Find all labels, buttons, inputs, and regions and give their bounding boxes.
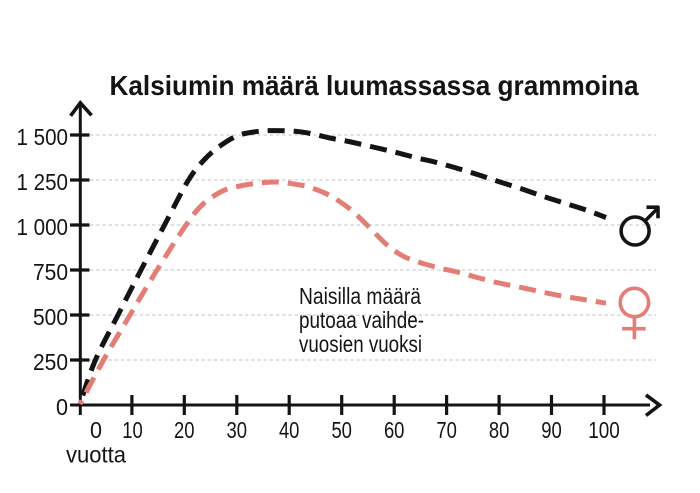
svg-text:20: 20 xyxy=(174,417,195,443)
svg-text:750: 750 xyxy=(33,259,68,285)
svg-text:1 000: 1 000 xyxy=(17,214,69,240)
svg-text:vuotta: vuotta xyxy=(66,442,126,468)
svg-text:80: 80 xyxy=(489,417,510,443)
svg-text:70: 70 xyxy=(436,417,457,443)
svg-text:60: 60 xyxy=(384,417,405,443)
svg-text:0: 0 xyxy=(56,394,68,420)
svg-text:90: 90 xyxy=(541,417,562,443)
svg-text:1 250: 1 250 xyxy=(17,169,69,195)
svg-text:500: 500 xyxy=(33,304,68,330)
svg-text:Kalsiumin määrä luumassassa gr: Kalsiumin määrä luumassassa grammoina xyxy=(110,70,639,101)
svg-text:vuosien vuoksi: vuosien vuoksi xyxy=(299,331,422,357)
svg-text:250: 250 xyxy=(33,349,68,375)
svg-text:10: 10 xyxy=(122,417,143,443)
svg-text:40: 40 xyxy=(279,417,300,443)
svg-text:100: 100 xyxy=(588,417,620,443)
svg-text:0: 0 xyxy=(90,417,102,443)
svg-text:Naisilla määrä: Naisilla määrä xyxy=(299,283,422,309)
svg-text:1 500: 1 500 xyxy=(17,124,69,150)
svg-text:putoaa vaihde-: putoaa vaihde- xyxy=(299,307,424,333)
svg-text:30: 30 xyxy=(227,417,248,443)
svg-text:50: 50 xyxy=(331,417,352,443)
